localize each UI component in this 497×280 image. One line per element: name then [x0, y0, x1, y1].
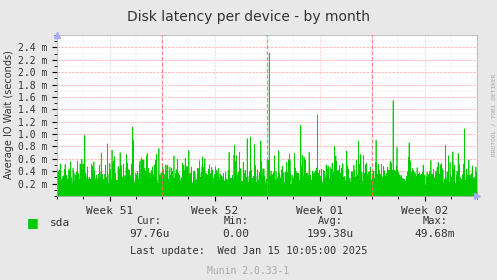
Text: Average IO Wait (seconds): Average IO Wait (seconds)	[4, 50, 14, 179]
Text: Avg:: Avg:	[318, 216, 343, 226]
Text: Max:: Max:	[422, 216, 447, 226]
Text: Cur:: Cur:	[137, 216, 162, 226]
Text: Min:: Min:	[224, 216, 248, 226]
Text: Disk latency per device - by month: Disk latency per device - by month	[127, 10, 370, 24]
Text: 199.38u: 199.38u	[307, 229, 354, 239]
Text: 0.00: 0.00	[223, 229, 249, 239]
Text: 49.68m: 49.68m	[414, 229, 455, 239]
Text: sda: sda	[50, 218, 70, 228]
Text: Last update:  Wed Jan 15 10:05:00 2025: Last update: Wed Jan 15 10:05:00 2025	[130, 246, 367, 256]
Text: Munin 2.0.33-1: Munin 2.0.33-1	[207, 266, 290, 276]
Text: ■: ■	[26, 216, 38, 229]
Text: 97.76u: 97.76u	[129, 229, 169, 239]
Text: RRDTOOL / TOBI OETIKER: RRDTOOL / TOBI OETIKER	[491, 74, 496, 156]
